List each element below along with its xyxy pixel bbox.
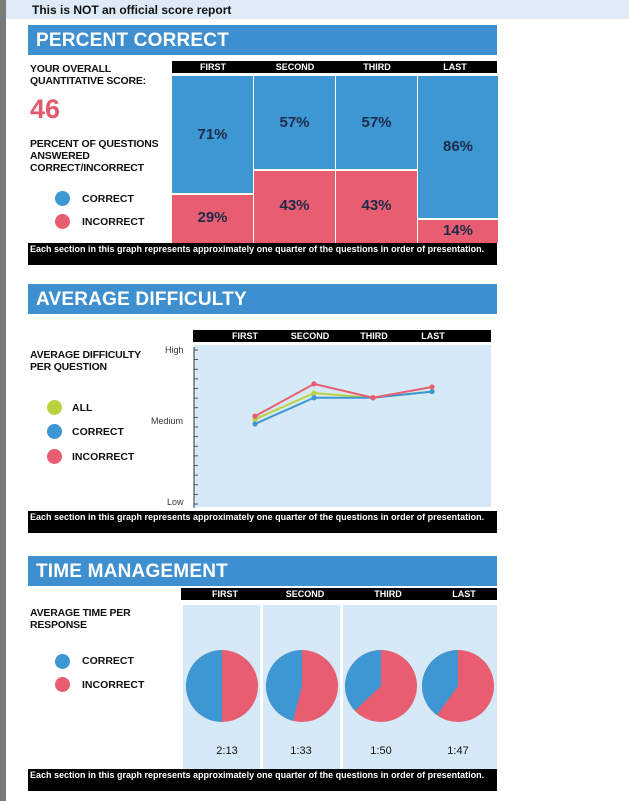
- label-incorrect-last: 14%: [442, 221, 474, 239]
- percent-correct-header: PERCENT CORRECT: [28, 25, 497, 55]
- time-label-third: 1:50: [370, 745, 392, 757]
- all-legend-label: ALL: [72, 402, 93, 414]
- axis-high-label: High: [165, 345, 184, 355]
- time-label-first: 2:13: [216, 745, 238, 757]
- correct-legend-icon: [55, 191, 70, 206]
- axis-low-label: Low: [167, 497, 184, 507]
- column-label-last: LAST: [443, 62, 467, 72]
- percent-correct-column-header: FIRST SECOND THIRD LAST: [172, 61, 497, 73]
- label-correct-first: 71%: [197, 125, 228, 143]
- time-label-last: 1:47: [447, 745, 469, 757]
- label-correct-last: 86%: [442, 138, 474, 155]
- plot-area: [194, 345, 491, 507]
- label-incorrect-third: 43%: [361, 197, 392, 214]
- time-label-second: 1:33: [290, 745, 312, 757]
- axis-medium-label: Medium: [151, 416, 184, 426]
- questions-label: PERCENT OF QUESTIONS ANSWERED CORRECT/IN…: [30, 138, 159, 174]
- incorrect-legend-label: INCORRECT: [82, 216, 145, 228]
- line-correct: [254, 390, 433, 425]
- column-label-third: THIRD: [374, 589, 402, 599]
- time-management-header: TIME MANAGEMENT: [28, 556, 497, 586]
- correct-legend-icon: [47, 424, 62, 439]
- all-legend-icon: [47, 400, 62, 415]
- overall-score: 46: [30, 94, 61, 124]
- time-column-header: FIRST SECOND THIRD LAST: [181, 588, 497, 600]
- overall-score-label: YOUR OVERALL QUANTITATIVE SCORE:: [30, 63, 146, 87]
- incorrect-legend-label: INCORRECT: [82, 679, 145, 691]
- bar-incorrect-third: [336, 171, 417, 243]
- pie-correct-third: [345, 650, 381, 711]
- bar-correct-second: [254, 76, 335, 169]
- average-difficulty-header: AVERAGE DIFFICULTY: [28, 284, 497, 314]
- label-incorrect-second: 43%: [279, 197, 310, 214]
- correct-legend-label: CORRECT: [82, 655, 134, 667]
- bar-correct-third: [336, 76, 417, 169]
- pie-correct-second: [265, 650, 302, 721]
- point-incorrect-last: [429, 384, 435, 390]
- label-incorrect-first: 29%: [197, 209, 228, 226]
- point-all-second: [311, 390, 317, 396]
- label-correct-second: 57%: [279, 113, 310, 131]
- point-incorrect-second: [311, 381, 317, 387]
- bar-incorrect-first: [172, 195, 253, 243]
- difficulty-label: AVERAGE DIFFICULTY PER QUESTION: [30, 349, 141, 373]
- difficulty-line-chart: [193, 345, 491, 508]
- time-note: Each section in this graph represents ap…: [28, 769, 497, 791]
- point-correct-first: [252, 421, 258, 427]
- point-incorrect-third: [370, 395, 376, 401]
- incorrect-legend-icon: [55, 677, 70, 692]
- column-label-last: LAST: [421, 331, 445, 341]
- incorrect-legend-icon: [55, 214, 70, 229]
- line-incorrect: [254, 382, 433, 418]
- pie-correct-last: [422, 650, 458, 716]
- column-label-second: SECOND: [285, 589, 325, 599]
- bar-correct-last: [418, 76, 498, 218]
- bar-incorrect-last: [418, 220, 498, 243]
- column-label-third: THIRD: [360, 331, 388, 341]
- time-label: AVERAGE TIME PER RESPONSE: [30, 607, 131, 631]
- correct-legend-label: CORRECT: [82, 193, 134, 205]
- percent-correct-note: Each section in this graph represents ap…: [28, 243, 497, 265]
- column-label-first: FIRST: [200, 62, 226, 72]
- bar-correct-first: [172, 76, 253, 193]
- correct-legend-icon: [55, 654, 70, 669]
- point-incorrect-first: [252, 413, 258, 419]
- difficulty-note: Each section in this graph represents ap…: [28, 511, 497, 533]
- point-correct-last: [429, 388, 435, 395]
- disclaimer-banner: This is NOT an official score report: [6, 0, 629, 19]
- column-label-first: FIRST: [232, 331, 258, 341]
- column-label-first: FIRST: [212, 589, 238, 599]
- incorrect-legend-label: INCORRECT: [72, 451, 135, 463]
- label-correct-third: 57%: [361, 113, 392, 131]
- column-label-second: SECOND: [275, 62, 315, 72]
- correct-legend-label: CORRECT: [72, 426, 124, 438]
- column-label-last: LAST: [452, 589, 476, 599]
- column-label-second: SECOND: [290, 331, 330, 341]
- difficulty-column-header: FIRST SECOND THIRD LAST: [193, 330, 491, 342]
- incorrect-legend-icon: [47, 449, 62, 464]
- bar-incorrect-second: [254, 171, 335, 243]
- left-edge: [0, 0, 6, 801]
- column-label-third: THIRD: [363, 62, 391, 72]
- point-correct-second: [311, 395, 317, 401]
- pie-correct-first: [186, 650, 222, 722]
